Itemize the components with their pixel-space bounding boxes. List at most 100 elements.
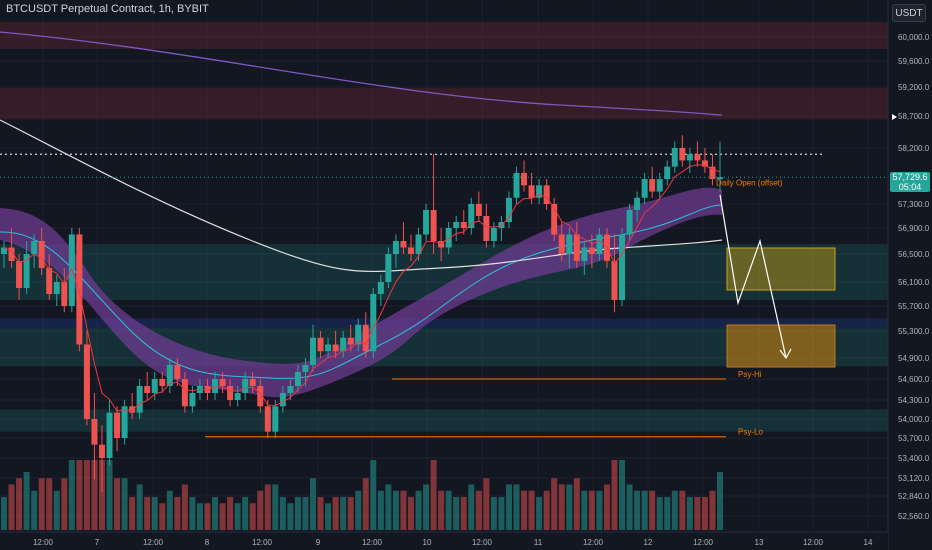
volume-bar xyxy=(76,460,83,530)
ema-fast-line xyxy=(3,164,721,412)
volume-bar xyxy=(106,460,113,530)
volume-bar xyxy=(656,497,663,530)
candle-body xyxy=(166,365,173,386)
candle-body xyxy=(227,386,234,400)
volume-bar xyxy=(219,503,226,530)
volume-bar xyxy=(23,472,30,530)
volume-bar xyxy=(475,490,482,530)
candle-body xyxy=(483,216,490,241)
volume-bar xyxy=(468,484,475,530)
candle-body xyxy=(302,365,309,372)
volume-bar xyxy=(634,490,641,530)
candle-body xyxy=(664,166,671,180)
candle-body xyxy=(212,379,219,393)
time-axis-label: 12:00 xyxy=(693,538,714,547)
price-axis-label: 55,700.0 xyxy=(898,302,930,311)
ema-mid-line xyxy=(0,204,723,379)
volume-bar xyxy=(521,490,528,530)
currency-button[interactable]: USDT xyxy=(892,4,926,22)
candle-body xyxy=(362,324,369,352)
time-axis-label: 12 xyxy=(644,538,653,547)
projection-path xyxy=(719,194,787,359)
candle-body xyxy=(317,337,324,352)
volume-bar xyxy=(212,497,219,530)
volume-bar xyxy=(717,472,723,530)
candle-body xyxy=(219,379,226,386)
volume-bar xyxy=(325,503,332,530)
candle-body xyxy=(83,344,90,419)
volume-bar xyxy=(588,490,595,530)
price-axis-label: 56,100.0 xyxy=(898,278,930,287)
candle-body xyxy=(505,197,512,222)
chart-title: BTCUSDT Perpetual Contract, 1h, BYBIT xyxy=(6,3,209,15)
volume-group xyxy=(1,460,723,530)
volume-bar xyxy=(551,478,558,530)
candle-body xyxy=(249,379,256,386)
candle-body xyxy=(151,379,158,393)
volume-bar xyxy=(626,484,633,530)
time-axis-label: 9 xyxy=(316,538,321,547)
candle-body xyxy=(98,444,105,458)
zone-supply xyxy=(0,22,888,49)
volume-bar xyxy=(505,484,512,530)
candle-body xyxy=(438,241,445,248)
time-axis-label: 7 xyxy=(95,538,100,547)
price-axis-label: 53,700.0 xyxy=(898,434,930,443)
candle-body xyxy=(588,247,595,254)
volume-bar xyxy=(581,490,588,530)
volume-bar xyxy=(310,478,317,530)
candle-body xyxy=(234,393,241,400)
time-axis-label: 14 xyxy=(864,538,873,547)
candle-body xyxy=(513,172,520,198)
volume-bar xyxy=(272,484,279,530)
price-axis-label: 52,840.0 xyxy=(898,492,930,501)
volume-bar xyxy=(68,460,75,530)
volume-bar xyxy=(664,497,671,530)
time-axis-label: 12:00 xyxy=(803,538,824,547)
candle-body xyxy=(377,282,384,294)
volume-bar xyxy=(694,497,701,530)
volume-bar xyxy=(490,497,497,530)
price-axis-label: 53,120.0 xyxy=(898,474,930,483)
candle-body xyxy=(626,210,633,235)
ema-ribbon xyxy=(0,187,722,398)
candle-body xyxy=(392,241,399,254)
candle-body xyxy=(242,379,249,393)
volume-bar xyxy=(174,497,181,530)
psy-hi-label: Psy-Hi xyxy=(738,370,762,379)
candle-body xyxy=(596,234,603,254)
volume-bar xyxy=(445,490,452,530)
time-axis-label: 13 xyxy=(755,538,764,547)
volume-bar xyxy=(196,503,203,530)
volume-bar xyxy=(671,490,678,530)
candle-body xyxy=(53,282,60,294)
volume-bar xyxy=(649,490,656,530)
volume-bar xyxy=(257,490,264,530)
zone-supply xyxy=(0,88,888,120)
candle-body xyxy=(430,210,437,241)
candle-body xyxy=(257,386,264,407)
candle-body xyxy=(490,228,497,241)
candle-body xyxy=(385,254,392,282)
volume-bar xyxy=(83,460,90,530)
candle-body xyxy=(181,379,188,407)
candle-body xyxy=(528,185,535,198)
volume-bar xyxy=(129,497,136,530)
candle-body xyxy=(468,204,475,228)
candle-body xyxy=(656,179,663,192)
price-axis-label: 54,900.0 xyxy=(898,354,930,363)
last-price-tag: 57,729.6 05:04 xyxy=(890,172,930,192)
candle-body xyxy=(189,393,196,407)
volume-bar xyxy=(438,490,445,530)
volume-bar xyxy=(430,460,437,530)
time-axis-panel xyxy=(0,532,888,550)
candle-body xyxy=(453,222,460,228)
volume-bar xyxy=(136,484,143,530)
time-axis-label: 12:00 xyxy=(143,538,164,547)
candle-body xyxy=(76,234,83,345)
candle-body xyxy=(287,386,294,393)
candle-body xyxy=(573,234,580,261)
candle-body xyxy=(144,386,151,393)
